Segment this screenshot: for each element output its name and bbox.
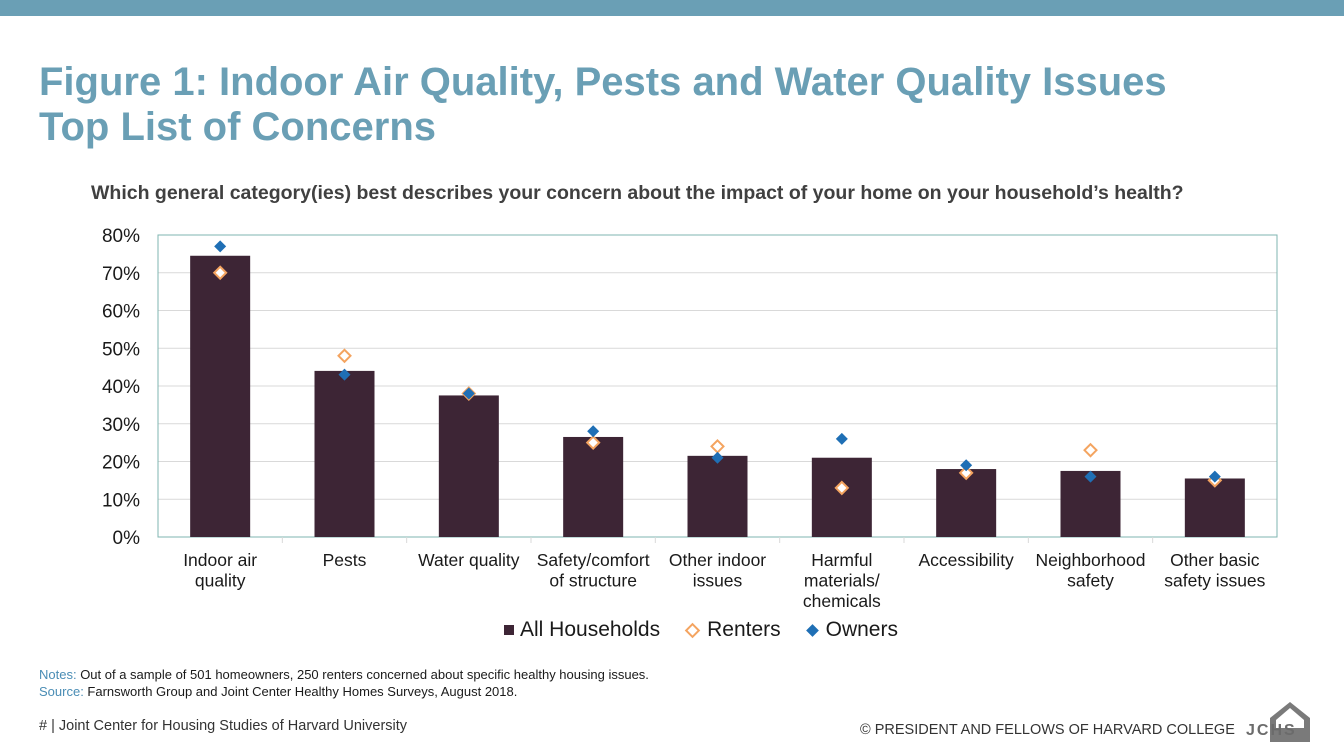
bar-all-households xyxy=(1184,478,1245,537)
marker-renters xyxy=(834,480,850,496)
legend-item-renters: Renters xyxy=(684,618,781,642)
y-tick-label: 10% xyxy=(102,490,140,511)
marker-owners xyxy=(214,240,227,253)
y-tick-label: 40% xyxy=(102,377,140,398)
marker-owners xyxy=(960,459,973,472)
title-line-1: Figure 1: Indoor Air Quality, Pests and … xyxy=(39,60,1167,104)
legend-label: Renters xyxy=(707,618,781,641)
marker-owners xyxy=(835,432,848,445)
source-text: Farnsworth Group and Joint Center Health… xyxy=(83,684,518,699)
marker-renters xyxy=(585,435,601,451)
legend-bar-swatch xyxy=(504,625,514,635)
x-tick-label: Indoor air quality xyxy=(183,550,257,591)
x-tick-label: Pests xyxy=(323,550,367,570)
marker-renters xyxy=(337,348,352,364)
y-tick-label: 50% xyxy=(102,339,140,360)
marker-owners xyxy=(462,387,475,400)
chart-subtitle: Which general category(ies) best describ… xyxy=(91,182,1184,204)
legend-diamond-outline-icon xyxy=(684,622,701,638)
marker-renters xyxy=(1083,442,1098,458)
x-tick-label: Other basic safety issues xyxy=(1164,550,1265,591)
y-tick-label: 20% xyxy=(102,453,140,474)
legend-label: All Households xyxy=(520,618,661,641)
source-line: Source: Farnsworth Group and Joint Cente… xyxy=(39,683,649,700)
y-tick-label: 60% xyxy=(102,302,140,323)
marker-owners xyxy=(711,451,724,464)
marker-owners xyxy=(1208,470,1221,483)
x-tick-label: Other indoor issues xyxy=(669,550,766,591)
page-title: Figure 1: Indoor Air Quality, Pests and … xyxy=(39,60,1167,150)
marker-owners xyxy=(1084,470,1097,483)
marker-owners xyxy=(338,368,351,381)
marker-series xyxy=(212,240,1223,496)
y-axis-ticks: 0% 10% 20% 30% 40% 50% 60% 70% 80% xyxy=(102,226,140,549)
top-accent-bar xyxy=(0,0,1344,16)
x-tick-label: Safety/comfort of structure xyxy=(537,550,650,591)
x-tick-label: Accessibility xyxy=(919,550,1015,570)
x-tick-label: Neighborhood safety xyxy=(1036,550,1146,591)
y-tick-label: 0% xyxy=(113,528,141,549)
bar-all-households xyxy=(563,436,624,537)
title-line-2: Top List of Concerns xyxy=(39,105,437,149)
chart-legend: All Households Renters Owners xyxy=(0,618,1344,642)
marker-renters xyxy=(710,438,725,454)
legend-item-all-households: All Households xyxy=(504,618,660,642)
legend-item-owners: Owners xyxy=(805,618,898,642)
footer-slide-number: # | Joint Center for Housing Studies of … xyxy=(39,718,408,734)
marker-renters xyxy=(958,465,974,481)
bar-all-households xyxy=(314,370,375,537)
jchs-house-logo-icon xyxy=(1270,702,1310,742)
notes-text: Out of a sample of 501 homeowners, 250 r… xyxy=(76,667,649,682)
bar-chart: 0% 10% 20% 30% 40% 50% 60% 70% 80% Indoor air qua… xyxy=(102,226,1278,611)
legend-diamond-icon xyxy=(805,623,819,637)
bar-all-households xyxy=(438,395,499,537)
y-tick-label: 70% xyxy=(102,264,140,285)
y-tick-label: 80% xyxy=(102,226,140,247)
notes-label: Notes: xyxy=(39,667,77,682)
bar-all-households xyxy=(811,457,872,537)
source-label: Source: xyxy=(39,684,84,699)
y-tick-label: 30% xyxy=(102,415,140,436)
bar-all-households xyxy=(936,469,997,537)
footer-copyright: © PRESIDENT AND FELLOWS OF HARVARD COLLE… xyxy=(860,722,1235,738)
notes-line: Notes: Out of a sample of 501 homeowners… xyxy=(39,666,649,683)
legend-label: Owners xyxy=(825,618,898,641)
bar-all-households xyxy=(190,255,251,537)
bar-series xyxy=(190,255,1245,537)
chart-notes: Notes: Out of a sample of 501 homeowners… xyxy=(39,666,649,700)
bar-all-households xyxy=(687,455,748,537)
x-axis-ticks: Indoor air quality Pests Water quality Safet… xyxy=(183,537,1266,611)
marker-owners xyxy=(587,425,600,438)
logo-text: JCHS xyxy=(1246,722,1297,739)
marker-renters xyxy=(212,265,228,281)
x-tick-label: Water quality xyxy=(418,550,520,570)
x-tick-label: Harmful materials/chemicals xyxy=(803,550,881,611)
